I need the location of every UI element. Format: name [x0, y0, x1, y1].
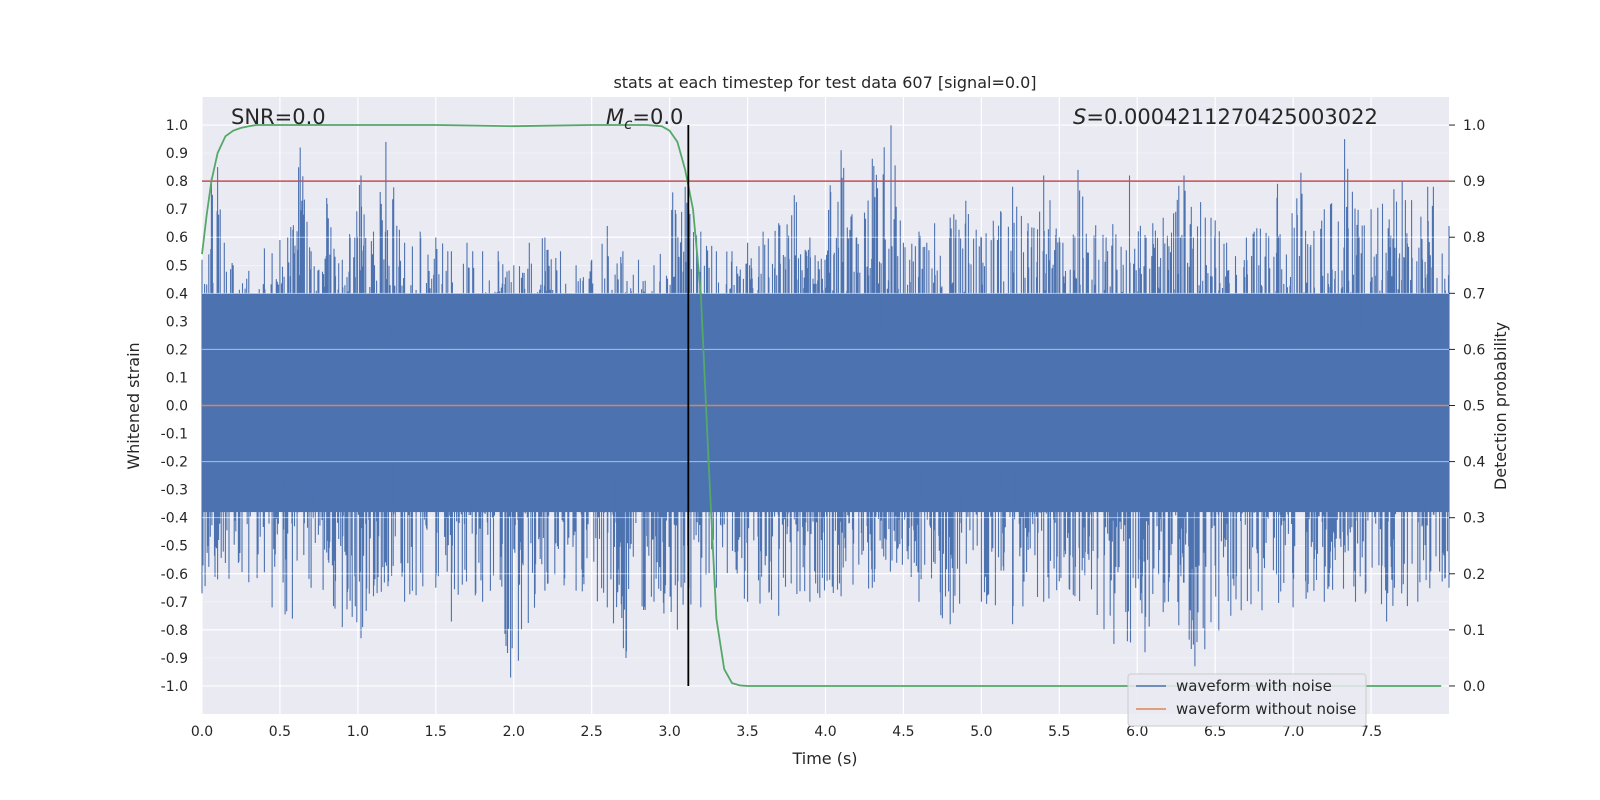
y-tick-label-20: -1.0 — [161, 679, 188, 695]
y-tick-label-19: -0.9 — [161, 651, 188, 667]
y-tick-label-10: 0.0 — [166, 399, 188, 415]
y-tick-label-right-10: 0.0 — [1463, 679, 1485, 695]
noise-trace — [201, 125, 1450, 678]
legend: waveform with noise waveform without noi… — [1127, 673, 1367, 727]
y-tick-label-right-9: 0.1 — [1463, 623, 1485, 639]
y-tick-label-right-3: 0.7 — [1463, 286, 1485, 302]
x-tick-label-6: 3.0 — [658, 724, 680, 740]
x-tick-label-7: 3.5 — [736, 724, 758, 740]
chart-title: stats at each timestep for test data 607… — [613, 73, 1036, 92]
x-tick-label-0: 0.0 — [191, 724, 213, 740]
x-tick-label-1: 0.5 — [269, 724, 291, 740]
x-axis-ticks: 0.0 0.5 1.0 1.5 2.0 2.5 3.0 3.5 4.0 4.5 5.0 5.5 6.0 6… — [191, 724, 1382, 740]
y-axis-ticks-left: 1.0 0.9 0.8 0.7 0.6 0.5 0.4 0.3 0.2 0.1 0.0 -0.1 -0.… — [161, 118, 188, 695]
y-tick-label-13: -0.3 — [161, 483, 188, 499]
detection-probability-line — [201, 124, 1442, 687]
x-tick-label-14: 7.0 — [1282, 724, 1304, 740]
y-tick-label-right-8: 0.2 — [1463, 567, 1485, 583]
y-tick-label-right-2: 0.8 — [1463, 230, 1485, 246]
y-tick-label-0: 1.0 — [166, 118, 188, 134]
y-tick-label-18: -0.8 — [161, 623, 188, 639]
y-tick-label-17: -0.7 — [161, 595, 188, 611]
chirp-mass-subscript: c — [624, 115, 633, 133]
y-tick-label-7: 0.3 — [166, 314, 188, 330]
y-tick-label-right-1: 0.9 — [1463, 174, 1485, 190]
snr-annotation: SNR=0.0 — [231, 105, 326, 129]
y-tick-label-5: 0.5 — [166, 258, 188, 274]
y-tick-label-8: 0.2 — [166, 342, 188, 358]
y-tick-label-4: 0.6 — [166, 230, 188, 246]
y-tick-label-12: -0.2 — [161, 455, 188, 471]
statistic-symbol: S — [1073, 105, 1086, 129]
legend-box — [1127, 673, 1367, 727]
y-axis-label-right: Detection probability — [1491, 322, 1510, 490]
legend-label-noise: waveform with noise — [1176, 677, 1332, 695]
y-tick-label-14: -0.4 — [161, 511, 188, 527]
x-tick-label-12: 6.0 — [1126, 724, 1148, 740]
chirp-mass-annotation: Mc=0.0 — [606, 105, 683, 133]
y-axis-ticks-right: 1.0 0.9 0.8 0.7 0.6 0.5 0.4 0.3 0.2 0.1 0.0 — [1449, 118, 1485, 695]
x-tick-label-2: 1.0 — [347, 724, 369, 740]
statistic-annotation: S=0.0004211270425003022 — [1073, 105, 1378, 129]
x-axis-label: Time (s) — [791, 749, 857, 768]
y-tick-label-right-7: 0.3 — [1463, 511, 1485, 527]
y-tick-label-11: -0.1 — [161, 427, 188, 443]
y-tick-label-right-0: 1.0 — [1463, 118, 1485, 134]
x-tick-label-15: 7.5 — [1360, 724, 1382, 740]
legend-label-clean: waveform without noise — [1176, 700, 1356, 718]
chirp-mass-symbol: M — [606, 105, 624, 129]
y-tick-label-9: 0.1 — [166, 370, 188, 386]
x-tick-label-4: 2.0 — [503, 724, 525, 740]
statistic-value: =0.0004211270425003022 — [1086, 105, 1378, 129]
noise-waveform — [201, 124, 1450, 687]
y-tick-label-2: 0.8 — [166, 174, 188, 190]
y-tick-label-3: 0.7 — [166, 202, 188, 218]
line-series — [201, 124, 1449, 687]
x-tick-label-8: 4.0 — [814, 724, 836, 740]
x-tick-label-5: 2.5 — [581, 724, 603, 740]
y-tick-label-right-5: 0.5 — [1463, 399, 1485, 415]
chirp-mass-value: =0.0 — [632, 105, 683, 129]
y-tick-label-right-6: 0.4 — [1463, 455, 1485, 471]
y-tick-label-6: 0.4 — [166, 286, 188, 302]
y-tick-label-1: 0.9 — [166, 146, 188, 162]
y-axis-label: Whitened strain — [124, 342, 143, 469]
y-tick-label-right-4: 0.6 — [1463, 342, 1485, 358]
x-tick-label-10: 5.0 — [970, 724, 992, 740]
x-tick-label-3: 1.5 — [425, 724, 447, 740]
x-tick-label-9: 4.5 — [892, 724, 914, 740]
y-tick-label-16: -0.6 — [161, 567, 188, 583]
x-tick-label-11: 5.5 — [1048, 724, 1070, 740]
x-tick-label-13: 6.5 — [1204, 724, 1226, 740]
y-tick-label-15: -0.5 — [161, 539, 188, 555]
